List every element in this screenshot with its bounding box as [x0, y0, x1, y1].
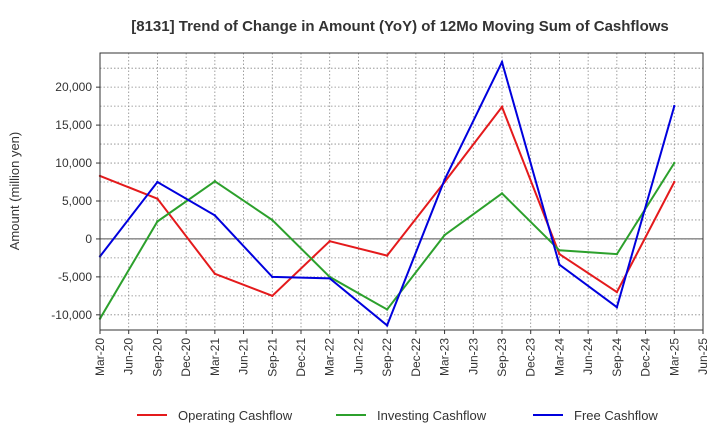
x-tick-label: Jun-20 [122, 338, 136, 375]
x-tick-label: Mar-20 [93, 338, 107, 376]
free-cashflow-point [271, 275, 274, 279]
free-cashflow-point [615, 306, 619, 309]
investing-cashflow-point [500, 192, 504, 195]
legend-label-free-cashflow: Free Cashflow [574, 408, 658, 423]
x-axis-ticks: Mar-20 Jun-20 Sep-20 Dec-20 Mar-21 Jun-21 Sep-… [93, 330, 710, 377]
operating-cashflow-point [558, 252, 561, 256]
investing-cashflow-point [213, 180, 217, 183]
operating-cashflow-point [213, 272, 217, 276]
operating-cashflow-point [156, 197, 159, 200]
free-cashflow-point [500, 60, 504, 64]
x-tick-label: Dec-23 [524, 338, 538, 377]
y-tick-label: -10,000 [51, 308, 92, 322]
free-cashflow-point [213, 214, 217, 217]
investing-cashflow-point [156, 220, 159, 223]
x-tick-label: Mar-24 [552, 338, 566, 376]
investing-cashflow-point [558, 249, 561, 252]
free-cashflow-point [385, 324, 389, 327]
x-tick-label: Sep-20 [150, 338, 164, 377]
operating-cashflow-point [271, 294, 274, 298]
x-tick-label: Dec-22 [409, 338, 423, 377]
investing-cashflow-point [673, 161, 676, 165]
x-tick-label: Sep-22 [380, 338, 394, 377]
legend-label-investing-cashflow: Investing Cashflow [377, 408, 487, 423]
y-axis-ticks: -10,000 -5,000 0 5,000 10,000 15,000 20,000 [51, 80, 100, 322]
x-tick-label: Jun-25 [696, 338, 710, 375]
y-tick-label: 5,000 [62, 194, 92, 208]
free-cashflow-point [156, 180, 159, 184]
series-group [98, 59, 676, 328]
x-tick-label: Sep-23 [495, 338, 509, 377]
x-tick-label: Mar-25 [667, 338, 681, 376]
x-tick-label: Dec-20 [179, 338, 193, 377]
y-tick-label: 15,000 [55, 118, 92, 132]
operating-cashflow-point [385, 254, 389, 257]
x-tick-label: Mar-21 [208, 338, 222, 376]
y-axis-label: Amount (million yen) [7, 132, 22, 251]
legend-label-operating-cashflow: Operating Cashflow [178, 408, 293, 423]
x-tick-label: Jun-23 [466, 338, 480, 375]
free-cashflow-point [443, 178, 446, 181]
y-tick-label: 10,000 [55, 156, 92, 170]
y-tick-label: 0 [85, 232, 92, 246]
free-cashflow-point [558, 263, 561, 266]
x-tick-label: Mar-22 [323, 338, 337, 376]
y-tick-label: -5,000 [58, 270, 92, 284]
operating-cashflow-point [673, 180, 676, 184]
chart-title: [8131] Trend of Change in Amount (YoY) o… [131, 18, 669, 35]
plot-border [99, 52, 704, 331]
x-tick-label: Sep-21 [265, 338, 279, 377]
investing-cashflow-point [443, 233, 446, 237]
x-tick-label: Jun-24 [581, 338, 595, 375]
x-tick-label: Sep-24 [610, 338, 624, 377]
operating-cashflow-point [328, 240, 331, 243]
operating-cashflow-point [615, 290, 619, 294]
investing-cashflow-point [271, 218, 274, 222]
x-tick-label: Jun-21 [237, 338, 251, 375]
operating-cashflow-point [500, 105, 504, 109]
investing-cashflow-point [385, 308, 389, 311]
legend: Operating Cashflow Investing Cashflow Free… [137, 408, 658, 423]
x-tick-label: Dec-21 [294, 338, 308, 377]
y-tick-label: 20,000 [55, 80, 92, 94]
free-cashflow-point [328, 277, 331, 280]
x-tick-label: Jun-22 [351, 338, 365, 375]
x-tick-label: Mar-23 [438, 338, 452, 376]
investing-cashflow-point [615, 252, 619, 256]
x-tick-label: Dec-24 [639, 338, 653, 377]
free-cashflow-point [673, 104, 676, 108]
